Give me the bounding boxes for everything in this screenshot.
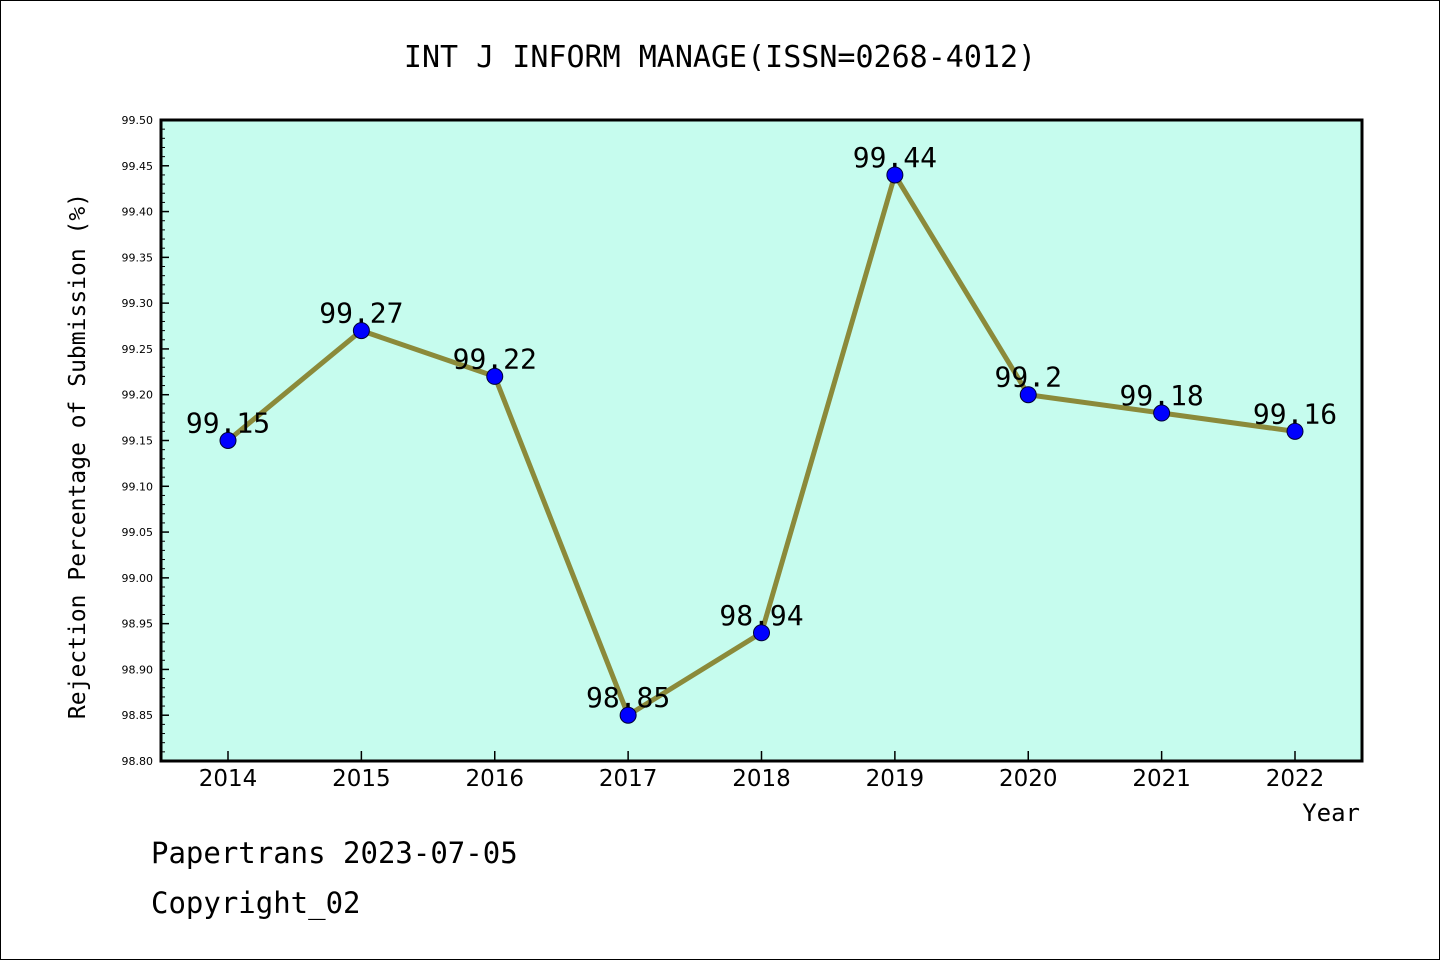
y-tick-label: 98.85: [122, 709, 154, 722]
y-tick-label: 99.30: [122, 297, 154, 310]
data-point-marker: [619, 706, 637, 724]
y-tick-label: 99.15: [122, 435, 154, 448]
series: 99.1599.2799.2298.8598.9499.4499.299.189…: [186, 141, 1337, 724]
y-tick-label: 98.80: [122, 755, 154, 768]
x-tick-label: 2018: [732, 766, 791, 792]
x-tick-label: 2020: [999, 766, 1058, 792]
x-axis: 2014 2015 2016 2017 2018 2019 2020 2021 2022: [199, 751, 1325, 792]
x-tick-label: 2019: [866, 766, 925, 792]
footer-copyright: Copyright_02: [151, 886, 361, 920]
data-point-marker: [1153, 404, 1171, 422]
y-tick-label: 98.90: [122, 663, 154, 676]
y-tick-label: 99.45: [122, 160, 154, 173]
y-tick-label: 99.40: [122, 206, 154, 219]
x-tick-label: 2021: [1132, 766, 1191, 792]
x-tick-label: 2015: [332, 766, 391, 792]
x-tick-label: 2016: [465, 766, 524, 792]
data-point-marker: [219, 432, 237, 449]
data-point-marker: [753, 624, 770, 642]
y-tick-label: 98.95: [122, 618, 154, 631]
data-point-marker: [352, 322, 370, 340]
y-tick-label: 99.20: [122, 389, 154, 402]
x-tick-label: 2017: [599, 766, 658, 792]
footer-date: Papertrans 2023-07-05: [151, 836, 518, 870]
y-tick-label: 99.25: [122, 343, 154, 356]
x-tick-label: 2022: [1266, 766, 1325, 792]
y-tick-label: 99.05: [122, 526, 154, 539]
x-tick-label: 2014: [199, 766, 258, 792]
y-axis-label: Rejection Percentage of Submission (%): [65, 193, 91, 719]
data-point-marker: [886, 166, 904, 184]
data-point-marker: [486, 367, 504, 385]
y-axis: 98.80 98.85 98.90 98.95 99.00 99.05 99.10 99.15…: [122, 114, 169, 768]
x-axis-label: Year: [1302, 799, 1360, 827]
y-tick-label: 99.50: [122, 114, 154, 127]
y-tick-label: 99.10: [122, 480, 154, 493]
plot-area: [159, 118, 1364, 763]
data-point-marker: [1019, 386, 1037, 404]
y-tick-label: 99.35: [122, 251, 154, 264]
data-point-marker: [1286, 422, 1304, 440]
chart-title: INT J INFORM MANAGE(ISSN=0268-4012): [404, 40, 1036, 75]
y-tick-label: 99.00: [122, 572, 154, 585]
